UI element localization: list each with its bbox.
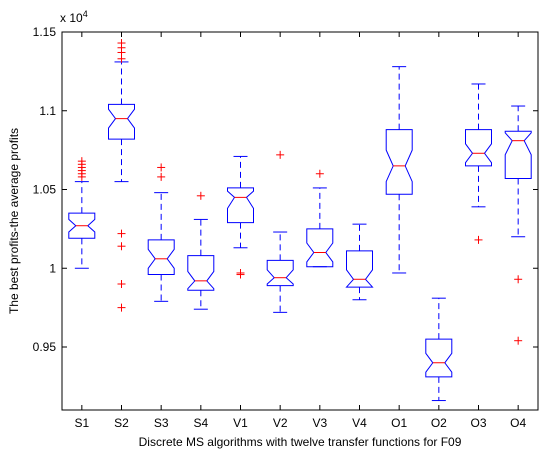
x-axis-label: Discrete MS algorithms with twelve trans… — [139, 435, 462, 449]
box-s4 — [187, 191, 215, 310]
notched-box — [425, 338, 453, 378]
x-tick-label: V2 — [273, 416, 288, 430]
y-tick-label: 1.1 — [39, 104, 56, 118]
outlier-marker — [77, 157, 86, 166]
notched-box — [306, 228, 334, 268]
x-tick-label: O3 — [470, 416, 486, 430]
outlier-marker — [315, 169, 324, 178]
notched-box — [465, 129, 492, 167]
notched-box — [504, 130, 532, 179]
y-axis-exponent-base: x 10 — [60, 11, 83, 25]
x-tick-label: O2 — [431, 416, 447, 430]
box-s2 — [108, 39, 135, 312]
outlier-marker — [276, 150, 285, 159]
outlier-marker — [117, 242, 126, 251]
outlier-marker — [117, 39, 126, 48]
box-v2 — [266, 150, 294, 313]
notched-box — [385, 129, 413, 195]
box-o1 — [385, 66, 413, 274]
y-axis-exponent-power: 4 — [83, 9, 88, 19]
x-tick-label: S4 — [193, 416, 208, 430]
box-s3 — [147, 163, 175, 302]
x-tick-label: S2 — [114, 416, 129, 430]
y-tick-label: 1.05 — [33, 183, 57, 197]
notched-box — [227, 187, 254, 224]
box-s1 — [68, 157, 96, 269]
outlier-marker — [514, 275, 523, 284]
x-tick-label: V4 — [352, 416, 367, 430]
outlier-marker — [157, 172, 166, 181]
x-tick-label: V1 — [233, 416, 248, 430]
notched-box — [68, 212, 96, 239]
y-axis-label: The best profits-the average profits — [7, 128, 21, 314]
x-tick-label: V3 — [312, 416, 327, 430]
outlier-marker — [196, 191, 205, 200]
box-o4 — [504, 105, 532, 345]
notched-box — [266, 259, 294, 287]
notched-box — [187, 255, 215, 291]
x-tick-label: S1 — [74, 416, 89, 430]
box-v4 — [345, 223, 374, 301]
outlier-marker — [157, 163, 166, 172]
boxes-layer — [68, 39, 532, 402]
notched-box — [147, 239, 175, 275]
x-tick-label: S3 — [154, 416, 169, 430]
outlier-marker — [474, 235, 483, 244]
x-axis: S1 S2 S3 S4 V1 V2 V3 V4 O1 O2 O3 O4 — [74, 32, 526, 430]
y-axis: 0.95 1 1.05 1.1 1.15 — [33, 25, 538, 354]
outlier-marker — [117, 229, 126, 238]
box-v3 — [306, 169, 334, 268]
y-tick-label: 0.95 — [33, 340, 57, 354]
outlier-marker — [236, 270, 245, 279]
outlier-marker — [514, 336, 523, 345]
plot-area — [61, 31, 539, 411]
notched-box — [345, 250, 374, 288]
notched-box — [108, 103, 135, 140]
outlier-marker — [117, 303, 126, 312]
y-tick-label: 1.15 — [33, 25, 57, 39]
box-v1 — [227, 155, 254, 279]
x-tick-label: O1 — [391, 416, 407, 430]
y-axis-exponent: x 104 — [60, 9, 88, 25]
outlier-marker — [117, 280, 126, 288]
x-tick-label: O4 — [510, 416, 526, 430]
y-tick-label: 1 — [49, 261, 56, 275]
box-o3 — [465, 83, 492, 244]
box-o2 — [425, 297, 453, 402]
